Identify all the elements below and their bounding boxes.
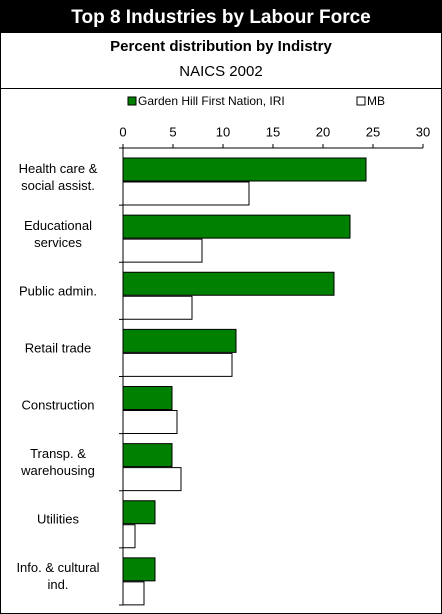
legend-swatch [356, 96, 366, 106]
bar [122, 410, 178, 434]
bar [122, 467, 182, 492]
bar [122, 557, 156, 582]
bar [122, 386, 173, 410]
y-tick-label: Construction [21, 397, 95, 413]
bar [122, 581, 145, 606]
x-tick-label: 20 [316, 124, 330, 139]
y-tick-label: Transp. & warehousing [21, 446, 95, 479]
x-tick-label: 0 [119, 124, 126, 139]
x-tick-label: 30 [416, 124, 430, 139]
chart-subtitle: Percent distribution by Indistry [110, 38, 332, 55]
chart-note: NAICS 2002 [179, 63, 262, 80]
bar [122, 524, 136, 549]
y-tick-label: Retail trade [24, 340, 92, 356]
legend-label: Garden Hill First Nation, IRI [138, 94, 285, 108]
y-tick-label: Public admin. [18, 283, 98, 299]
x-tick-label: 5 [169, 124, 176, 139]
bar [122, 443, 173, 468]
chart-title: Top 8 Industries by Labour Force [71, 7, 370, 28]
bar [122, 181, 250, 206]
x-tick-label: 10 [216, 124, 230, 139]
legend-swatch [127, 96, 137, 106]
bar [122, 500, 156, 525]
y-tick-label: Utilities [37, 511, 79, 527]
x-tick-label: 25 [366, 124, 380, 139]
bar [122, 295, 193, 320]
y-tick-label: Educational services [24, 217, 92, 250]
y-tick-label: Info. & cultural ind. [16, 560, 100, 593]
bar [122, 157, 367, 182]
title-bar [0, 0, 442, 33]
legend-label: MB [367, 94, 385, 108]
y-tick-label: Health care & social assist. [18, 160, 98, 193]
bar [122, 328, 237, 353]
x-tick-label: 15 [266, 124, 280, 139]
bar [122, 238, 203, 263]
bar [122, 271, 335, 296]
bar [122, 214, 351, 239]
bar [122, 352, 233, 377]
